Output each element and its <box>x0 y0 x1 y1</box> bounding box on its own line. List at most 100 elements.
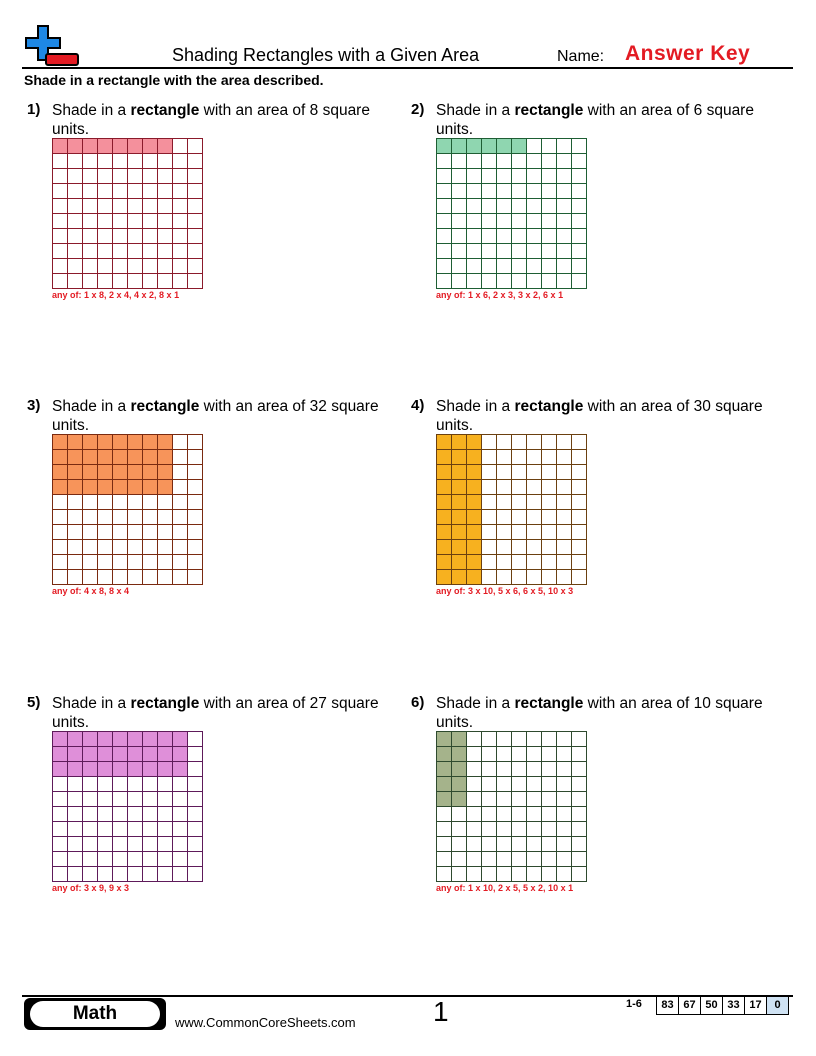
grid-cell[interactable] <box>481 746 496 761</box>
grid-cell[interactable] <box>526 746 541 761</box>
grid-cell[interactable] <box>526 168 541 183</box>
grid-cell[interactable] <box>172 554 187 569</box>
grid-cell[interactable] <box>571 138 586 153</box>
grid-cell[interactable] <box>127 539 142 554</box>
grid-cell[interactable] <box>571 258 586 273</box>
grid-cell[interactable] <box>496 761 511 776</box>
grid-cell[interactable] <box>526 866 541 881</box>
grid-cell[interactable] <box>172 524 187 539</box>
grid-cell[interactable] <box>127 168 142 183</box>
grid-cell[interactable] <box>52 776 67 791</box>
grid-cell[interactable] <box>466 273 481 288</box>
grid-cell[interactable] <box>511 806 526 821</box>
shaded-cell[interactable] <box>451 569 466 584</box>
grid-cell[interactable] <box>67 539 82 554</box>
grid-cell[interactable] <box>142 554 157 569</box>
grid-cell[interactable] <box>97 866 112 881</box>
grid-cell[interactable] <box>82 258 97 273</box>
shaded-cell[interactable] <box>466 479 481 494</box>
grid-cell[interactable] <box>67 776 82 791</box>
grid-cell[interactable] <box>556 569 571 584</box>
grid-cell[interactable] <box>481 479 496 494</box>
shaded-cell[interactable] <box>67 449 82 464</box>
shaded-cell[interactable] <box>511 138 526 153</box>
grid-cell[interactable] <box>82 776 97 791</box>
grid-cell[interactable] <box>52 851 67 866</box>
grid-cell[interactable] <box>571 569 586 584</box>
grid-cell[interactable] <box>97 776 112 791</box>
grid-cell[interactable] <box>67 791 82 806</box>
grid-cell[interactable] <box>82 836 97 851</box>
grid-cell[interactable] <box>82 153 97 168</box>
shaded-cell[interactable] <box>142 731 157 746</box>
grid-cell[interactable] <box>526 449 541 464</box>
grid-cell[interactable] <box>112 806 127 821</box>
shaded-cell[interactable] <box>451 791 466 806</box>
grid-cell[interactable] <box>511 198 526 213</box>
grid-cell[interactable] <box>556 243 571 258</box>
grid-cell[interactable] <box>436 806 451 821</box>
grid-cell[interactable] <box>466 168 481 183</box>
grid-cell[interactable] <box>97 168 112 183</box>
grid-cell[interactable] <box>466 198 481 213</box>
grid-cell[interactable] <box>157 836 172 851</box>
shaded-cell[interactable] <box>451 731 466 746</box>
grid-cell[interactable] <box>451 273 466 288</box>
grid-cell[interactable] <box>541 273 556 288</box>
shaded-cell[interactable] <box>436 554 451 569</box>
grid-cell[interactable] <box>52 228 67 243</box>
grid-cell[interactable] <box>142 539 157 554</box>
grid-cell[interactable] <box>541 851 556 866</box>
grid-cell[interactable] <box>172 183 187 198</box>
shaded-cell[interactable] <box>67 746 82 761</box>
grid-cell[interactable] <box>526 183 541 198</box>
grid-cell[interactable] <box>541 509 556 524</box>
grid-cell[interactable] <box>496 509 511 524</box>
grid-cell[interactable] <box>571 554 586 569</box>
shaded-cell[interactable] <box>466 464 481 479</box>
grid-cell[interactable] <box>187 273 202 288</box>
shaded-cell[interactable] <box>436 761 451 776</box>
grid-cell[interactable] <box>187 153 202 168</box>
grid-cell[interactable] <box>172 153 187 168</box>
grid-cell[interactable] <box>571 434 586 449</box>
grid-cell[interactable] <box>127 258 142 273</box>
grid-cell[interactable] <box>67 494 82 509</box>
grid-cell[interactable] <box>157 228 172 243</box>
grid-cell[interactable] <box>142 836 157 851</box>
grid-cell[interactable] <box>496 524 511 539</box>
grid-cell[interactable] <box>142 198 157 213</box>
grid-cell[interactable] <box>436 243 451 258</box>
grid-cell[interactable] <box>436 836 451 851</box>
shaded-cell[interactable] <box>157 434 172 449</box>
grid-cell[interactable] <box>127 183 142 198</box>
grid-cell[interactable] <box>571 866 586 881</box>
grid-cell[interactable] <box>187 138 202 153</box>
grid-cell[interactable] <box>556 479 571 494</box>
grid-cell[interactable] <box>466 761 481 776</box>
grid-cell[interactable] <box>82 866 97 881</box>
shaded-cell[interactable] <box>97 761 112 776</box>
grid-cell[interactable] <box>82 273 97 288</box>
grid-cell[interactable] <box>541 731 556 746</box>
grid-cell[interactable] <box>496 866 511 881</box>
grid-cell[interactable] <box>127 776 142 791</box>
grid-cell[interactable] <box>481 183 496 198</box>
grid-cell[interactable] <box>571 806 586 821</box>
grid-cell[interactable] <box>511 243 526 258</box>
grid-cell[interactable] <box>67 243 82 258</box>
grid-cell[interactable] <box>187 213 202 228</box>
grid-cell[interactable] <box>526 198 541 213</box>
grid-cell[interactable] <box>67 198 82 213</box>
grid-cell[interactable] <box>526 243 541 258</box>
grid-cell[interactable] <box>451 228 466 243</box>
grid-cell[interactable] <box>172 791 187 806</box>
grid-cell[interactable] <box>511 836 526 851</box>
shaded-cell[interactable] <box>52 449 67 464</box>
shaded-cell[interactable] <box>157 138 172 153</box>
grid-cell[interactable] <box>97 183 112 198</box>
shaded-cell[interactable] <box>127 138 142 153</box>
shaded-cell[interactable] <box>466 434 481 449</box>
grid-cell[interactable] <box>97 258 112 273</box>
grid-cell[interactable] <box>481 539 496 554</box>
